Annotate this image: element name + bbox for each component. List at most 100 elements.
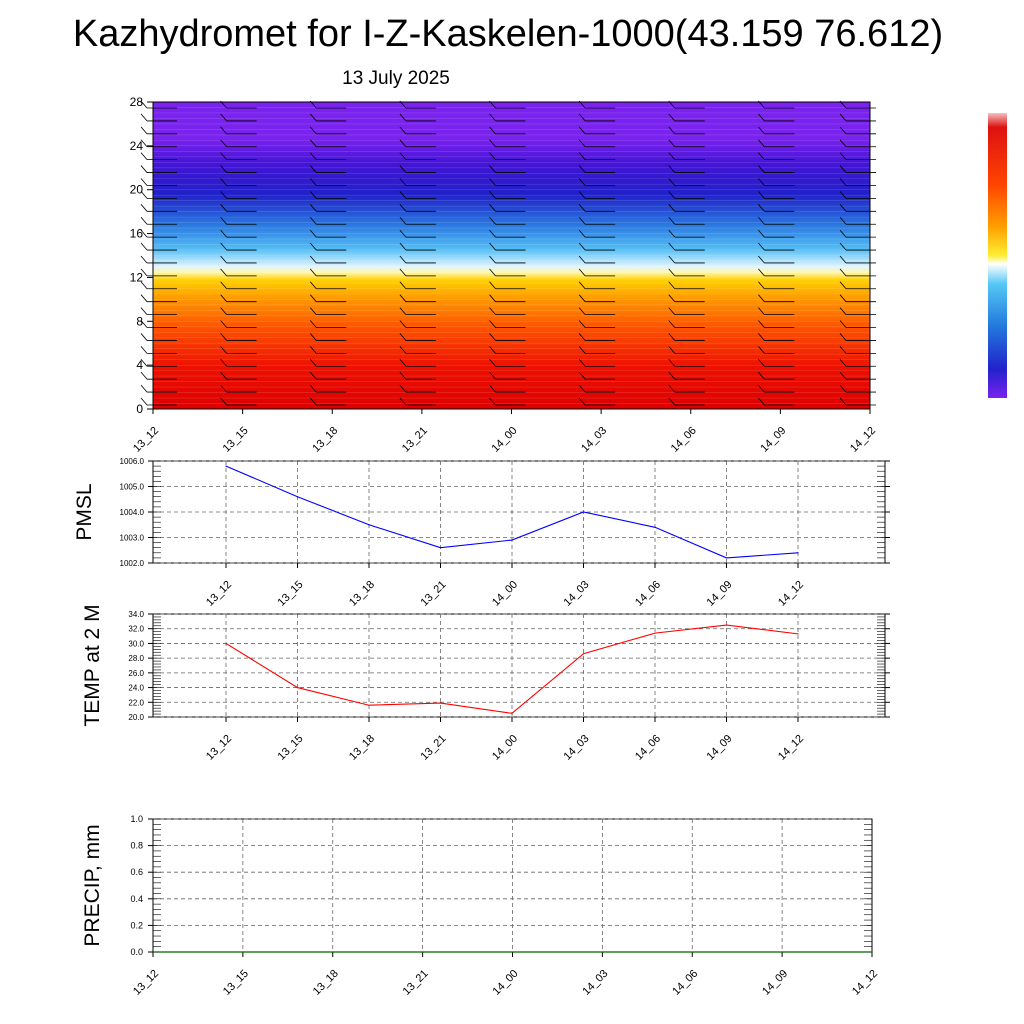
wind-barb bbox=[399, 320, 436, 328]
temp-point bbox=[368, 704, 370, 706]
wind-barb bbox=[839, 152, 876, 161]
wind-barb bbox=[758, 333, 795, 341]
wind-barb bbox=[220, 281, 257, 290]
wind-barb bbox=[758, 152, 795, 161]
wind-barb bbox=[140, 204, 177, 212]
x-tick-label: 13_12 bbox=[131, 425, 161, 455]
wind-barb bbox=[309, 191, 347, 199]
x-tick-label: 14_00 bbox=[490, 733, 520, 763]
pmsl-point bbox=[797, 552, 799, 554]
y-tick-label: 32.0 bbox=[128, 625, 144, 634]
wind-barb bbox=[758, 126, 795, 135]
wind-barb bbox=[489, 346, 526, 354]
wind-barb bbox=[839, 139, 876, 148]
wind-barb bbox=[220, 242, 257, 251]
wind-barb bbox=[839, 191, 876, 199]
wind-barb bbox=[140, 281, 177, 290]
wind-barb bbox=[309, 152, 347, 161]
x-tick-label: 14_09 bbox=[758, 425, 788, 455]
wind-barb bbox=[399, 152, 436, 161]
wind-barb bbox=[758, 397, 795, 406]
y-tick-label: 30.0 bbox=[128, 639, 144, 648]
y-tick-label: 1.0 bbox=[130, 814, 143, 824]
x-tick-label: 13_18 bbox=[310, 425, 340, 455]
wind-barb bbox=[839, 307, 876, 316]
wind-barb bbox=[220, 346, 257, 354]
y-tick-label: 16 bbox=[130, 227, 144, 241]
wind-barb bbox=[489, 242, 526, 251]
y-tick-label: 8 bbox=[136, 314, 143, 328]
wind-barb bbox=[140, 359, 177, 367]
wind-barb bbox=[399, 204, 436, 212]
wind-barb bbox=[140, 346, 177, 354]
wind-barb bbox=[309, 126, 347, 135]
wind-barb bbox=[578, 229, 616, 238]
wind-barb bbox=[220, 397, 257, 406]
wind-barb bbox=[839, 384, 876, 393]
wind-barb bbox=[758, 113, 795, 122]
wind-barb bbox=[578, 359, 616, 367]
wind-barb bbox=[399, 242, 436, 251]
wind-barb bbox=[489, 204, 526, 212]
x-tick-label: 13_21 bbox=[419, 579, 449, 609]
wind-barb bbox=[399, 294, 436, 303]
wind-barb bbox=[309, 294, 347, 303]
wind-barb bbox=[399, 165, 436, 173]
wind-barb bbox=[140, 333, 177, 341]
wind-barb bbox=[220, 178, 257, 186]
wind-barb bbox=[578, 371, 616, 380]
wind-barb bbox=[839, 371, 876, 380]
wind-barb bbox=[489, 113, 526, 122]
wind-barb bbox=[668, 204, 705, 212]
wind-barb bbox=[758, 320, 795, 328]
wind-barb bbox=[489, 165, 526, 173]
wind-barb bbox=[489, 268, 526, 277]
wind-barb bbox=[668, 113, 705, 122]
wind-barb bbox=[578, 204, 616, 212]
y-tick-label: 20 bbox=[130, 183, 144, 197]
wind-barb bbox=[578, 165, 616, 173]
pmsl-point bbox=[368, 524, 370, 526]
wind-barb bbox=[839, 294, 876, 303]
wind-barb bbox=[668, 333, 705, 341]
wind-barb bbox=[220, 191, 257, 199]
wind-barb bbox=[220, 294, 257, 303]
wind-barb bbox=[140, 100, 177, 109]
wind-barb bbox=[839, 229, 876, 238]
x-tick-label: 14_12 bbox=[776, 579, 806, 609]
wind-barb bbox=[578, 294, 616, 303]
wind-barb bbox=[220, 216, 257, 225]
y-tick-label: 1002.0 bbox=[120, 559, 145, 568]
wind-barb bbox=[578, 333, 616, 341]
wind-barb bbox=[309, 333, 347, 341]
x-tick-label: 14_06 bbox=[670, 968, 700, 998]
wind-barb bbox=[758, 359, 795, 367]
wind-barb bbox=[399, 359, 436, 367]
wind-barb bbox=[839, 268, 876, 277]
y-tick-label: 22.0 bbox=[128, 698, 144, 707]
pmsl-point bbox=[654, 526, 656, 528]
wind-barb bbox=[399, 126, 436, 135]
wind-barb bbox=[758, 294, 795, 303]
x-tick-label: 14_03 bbox=[562, 579, 592, 609]
temp-frame bbox=[152, 613, 886, 718]
colorbar bbox=[988, 113, 1007, 398]
temp-point bbox=[725, 624, 728, 626]
wind-barb bbox=[399, 307, 436, 316]
wind-barb bbox=[489, 255, 526, 264]
x-tick-label: 14_12 bbox=[848, 425, 878, 455]
wind-barb bbox=[489, 281, 526, 290]
wind-barb bbox=[758, 229, 795, 238]
wind-barb bbox=[489, 307, 526, 316]
wind-barb bbox=[578, 178, 616, 186]
y-tick-label: 0.2 bbox=[130, 920, 143, 930]
wind-barb bbox=[578, 255, 616, 264]
wind-barb bbox=[668, 320, 705, 328]
wind-barb bbox=[668, 139, 705, 148]
pmsl-panel: 1002.0 1003.0 1004.0 1005.0 1006.0 13_12 13_15… bbox=[73, 457, 890, 609]
x-tick-label: 13_15 bbox=[276, 733, 306, 763]
x-tick-label: 13_18 bbox=[347, 733, 377, 763]
wind-barb bbox=[399, 397, 436, 406]
wind-barb bbox=[578, 281, 616, 290]
